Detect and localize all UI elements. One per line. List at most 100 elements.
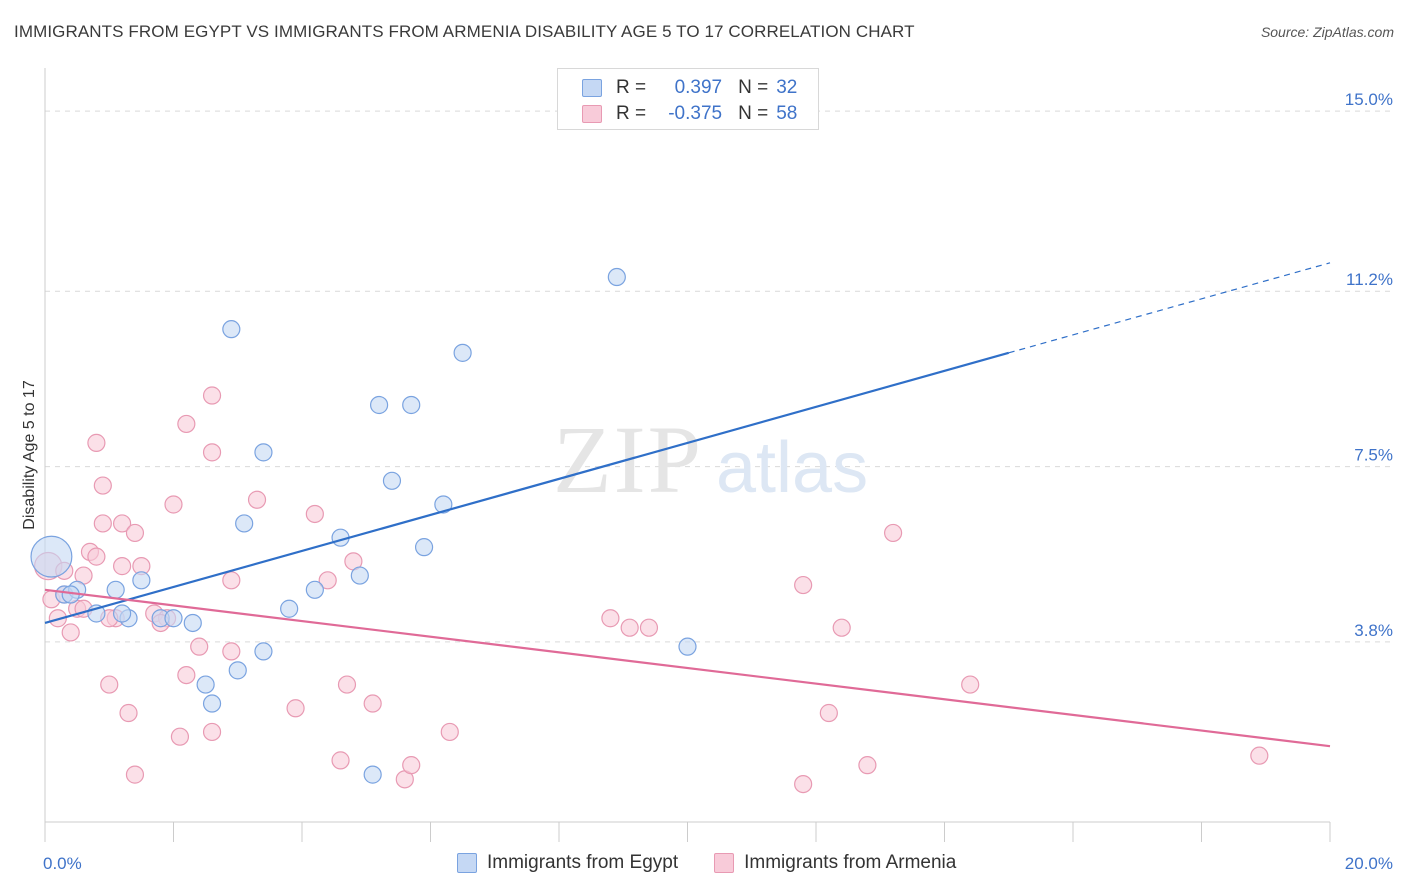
egypt-point: [132, 571, 151, 590]
armenia-point: [331, 751, 350, 770]
egypt-legend-label: Immigrants from Egypt: [487, 852, 679, 873]
armenia-r-value: -0.375: [668, 103, 723, 124]
y-tick-labels: 3.8% 7.5% 11.2% 15.0%: [1345, 90, 1393, 640]
x-tick-labels: 0.0% 20.0%: [43, 854, 1393, 873]
egypt-point: [382, 471, 402, 490]
egypt-point: [202, 694, 222, 713]
y-tick-label: 11.2%: [1346, 270, 1393, 289]
armenia-point: [286, 699, 305, 718]
armenia-point: [177, 414, 196, 434]
armenia-point: [202, 443, 222, 462]
armenia-point: [125, 523, 145, 543]
correlation-legend: R = 0.397 N = 32 R = -0.375 N = 58: [557, 68, 819, 130]
armenia-points: [34, 386, 1269, 794]
armenia-point: [202, 386, 222, 405]
egypt-trend-extension: [1008, 262, 1331, 354]
armenia-point: [961, 675, 980, 694]
armenia-swatch: [582, 105, 602, 123]
egypt-point: [280, 599, 299, 618]
armenia-point: [93, 476, 112, 495]
egypt-point: [370, 395, 389, 415]
legend-item-armenia[interactable]: Immigrants from Armenia: [714, 852, 956, 874]
armenia-point: [363, 694, 382, 713]
watermark-atlas: atlas: [716, 428, 868, 508]
egypt-point: [106, 580, 125, 599]
egypt-point: [607, 267, 626, 287]
chart-title: IMMIGRANTS FROM EGYPT VS IMMIGRANTS FROM…: [14, 22, 915, 41]
armenia-point: [87, 433, 106, 452]
armenia-point: [1250, 746, 1269, 765]
egypt-r-value: 0.397: [674, 77, 723, 98]
y-axis-label: Disability Age 5 to 17: [21, 380, 38, 530]
armenia-legend-label: Immigrants from Armenia: [744, 852, 957, 873]
egypt-point: [183, 613, 202, 633]
armenia-point: [305, 504, 324, 524]
armenia-point: [883, 523, 903, 543]
egypt-point: [305, 580, 324, 599]
r-label: R =: [616, 103, 647, 124]
armenia-point: [87, 547, 106, 566]
axes: [44, 68, 1331, 842]
armenia-point: [794, 774, 813, 794]
armenia-point: [190, 637, 209, 656]
armenia-point: [247, 490, 267, 509]
egypt-point: [235, 514, 254, 533]
x-tick-label: 0.0%: [43, 854, 82, 873]
armenia-point: [177, 665, 196, 685]
armenia-point: [164, 495, 183, 514]
egypt-trend-line: [44, 351, 1010, 625]
egypt-point: [453, 343, 472, 362]
armenia-point: [318, 571, 337, 590]
armenia-point: [832, 618, 851, 637]
armenia-trend-line: [44, 588, 1331, 748]
r-label: R =: [616, 77, 647, 98]
armenia-point: [222, 642, 241, 661]
armenia-n-value: 58: [776, 103, 798, 124]
trend-lines: [44, 262, 1331, 748]
armenia-point: [337, 675, 357, 694]
armenia-point: [100, 675, 119, 694]
egypt-point: [350, 566, 369, 585]
armenia-point: [202, 722, 222, 742]
armenia-point: [112, 557, 132, 576]
egypt-point: [112, 604, 132, 623]
egypt-point: [678, 637, 697, 656]
egypt-point: [30, 535, 73, 578]
egypt-n-value: 32: [776, 77, 798, 98]
egypt-point: [402, 395, 421, 415]
legend-row-armenia: R = -0.375 N = 58: [582, 103, 797, 125]
armenia-point: [402, 756, 421, 775]
armenia-point: [601, 609, 620, 628]
armenia-point: [858, 756, 877, 775]
egypt-legend-swatch: [457, 853, 477, 873]
armenia-legend-swatch: [714, 853, 735, 873]
source-label: Source: ZipAtlas.com: [1260, 24, 1394, 40]
y-tick-label: 3.8%: [1354, 621, 1393, 640]
armenia-point: [639, 618, 659, 637]
armenia-point: [620, 618, 639, 637]
armenia-point: [93, 514, 112, 533]
series-legend: Immigrants from Egypt Immigrants from Ar…: [457, 852, 992, 874]
armenia-point: [61, 623, 80, 642]
armenia-point: [794, 575, 813, 595]
legend-row-egypt: R = 0.397 N = 32: [582, 77, 797, 99]
grid-lines: [45, 110, 1392, 643]
egypt-swatch: [582, 79, 602, 97]
egypt-point: [434, 495, 453, 514]
armenia-point: [119, 703, 138, 723]
watermark: ZIP atlas: [553, 406, 868, 513]
armenia-point: [819, 703, 838, 723]
n-label: N =: [738, 103, 769, 124]
egypt-point: [196, 675, 215, 694]
y-tick-label: 15.0%: [1345, 90, 1393, 109]
y-tick-label: 7.5%: [1354, 446, 1393, 465]
egypt-point: [363, 765, 382, 784]
egypt-point: [254, 642, 273, 661]
egypt-point: [222, 320, 241, 339]
egypt-point: [254, 443, 273, 462]
legend-item-egypt[interactable]: Immigrants from Egypt: [457, 852, 678, 874]
armenia-point: [125, 765, 145, 784]
x-tick-label: 20.0%: [1345, 854, 1393, 873]
armenia-point: [170, 727, 190, 746]
